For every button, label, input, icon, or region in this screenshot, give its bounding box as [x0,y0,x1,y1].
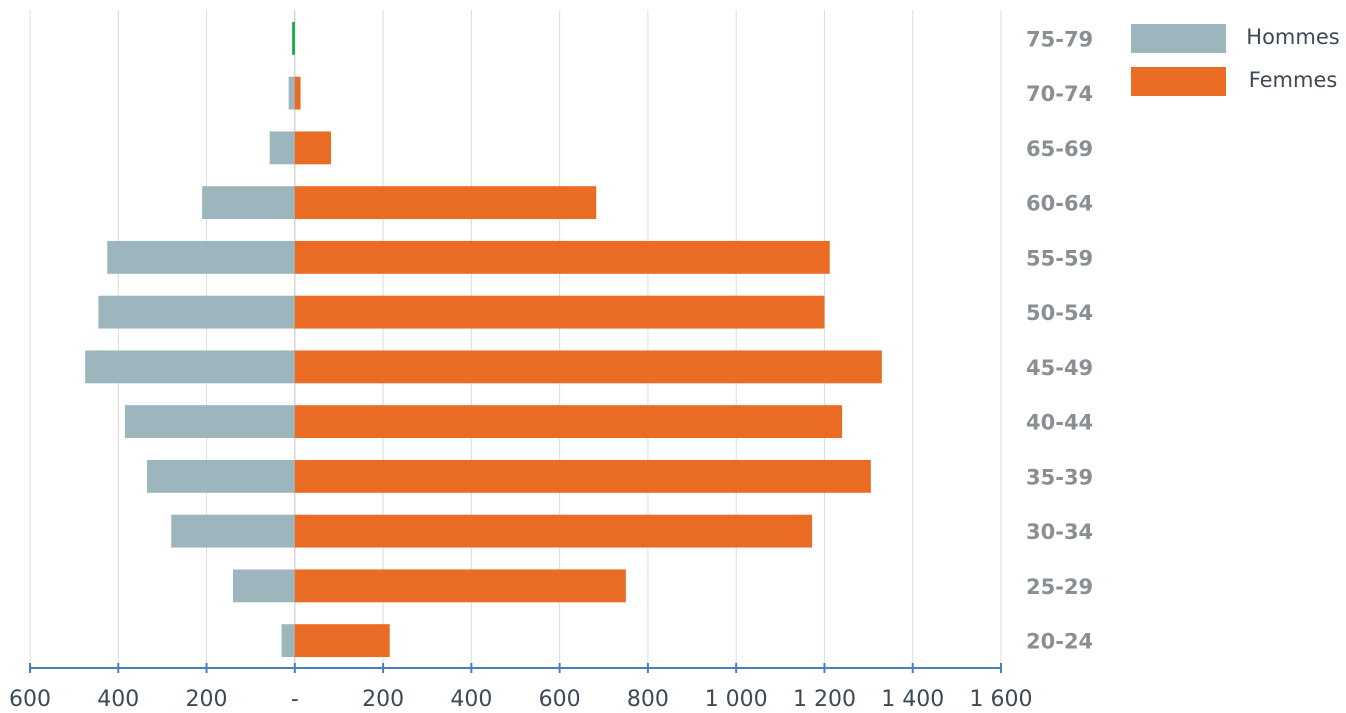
x-tick-label: - [291,687,299,712]
bar-femmes-40-44 [294,405,843,439]
category-label: 40-44 [1026,411,1093,435]
category-label: 20-24 [1026,630,1093,654]
vertical-gridlines [29,10,1002,668]
bar-femmes-45-49 [294,350,882,384]
bar-hommes-70-74 [288,76,295,110]
bar-femmes-30-34 [294,514,813,548]
bar-hommes-75-79 [292,21,295,55]
bar-femmes-55-59 [294,240,830,274]
category-label: 50-54 [1026,301,1093,325]
legend: Hommes Femmes [1131,24,1340,96]
bar-femmes-35-39 [294,459,871,493]
x-tick-label: 600 [9,687,51,712]
bar-femmes-25-29 [294,569,626,603]
x-tick-label: 200 [362,687,404,712]
legend-label-hommes: Hommes [1246,25,1339,49]
bar-femmes-60-64 [294,186,597,220]
category-label: 30-34 [1026,520,1093,544]
category-label: 45-49 [1026,356,1093,380]
x-tick-label: 1 200 [793,687,856,712]
bar-hommes-40-44 [124,405,295,439]
legend-swatch-hommes [1131,24,1226,53]
x-tick-label: 400 [97,687,139,712]
bar-hommes-45-49 [85,350,295,384]
bar-hommes-65-69 [269,131,295,165]
bar-femmes-65-69 [294,131,332,165]
category-labels: 20-24 25-29 30-34 35-39 40-44 45-49 50-54 55-59… [1026,27,1093,653]
bar-hommes-60-64 [202,186,295,220]
category-label: 60-64 [1026,192,1093,216]
x-tick-label: 800 [627,687,669,712]
bar-femmes-70-74 [294,76,301,110]
category-label: 55-59 [1026,246,1093,270]
x-tick-label: 600 [539,687,581,712]
category-label: 25-29 [1026,575,1093,599]
bar-femmes-50-54 [294,295,825,329]
category-label: 75-79 [1026,27,1093,51]
bars-group [85,21,882,658]
x-tick-label: 400 [450,687,492,712]
bar-hommes-55-59 [107,240,295,274]
legend-swatch-femmes [1131,67,1226,96]
category-label: 65-69 [1026,137,1093,161]
x-tick-label: 1 400 [881,687,944,712]
legend-label-femmes: Femmes [1249,68,1338,92]
x-tick-label: 1 000 [705,687,768,712]
x-tick-label: 200 [186,687,228,712]
category-label: 70-74 [1026,82,1093,106]
bar-hommes-50-54 [98,295,295,329]
bar-hommes-25-29 [233,569,295,603]
x-axis: 600 400 200 - 200 400 600 800 1 000 1 200 1 400 1 6… [9,663,1032,712]
bar-hommes-30-34 [171,514,295,548]
bar-femmes-20-24 [294,624,390,658]
bar-hommes-20-24 [281,624,295,658]
x-tick-label: 1 600 [970,687,1033,712]
category-label: 35-39 [1026,465,1093,489]
bar-hommes-35-39 [146,459,295,493]
